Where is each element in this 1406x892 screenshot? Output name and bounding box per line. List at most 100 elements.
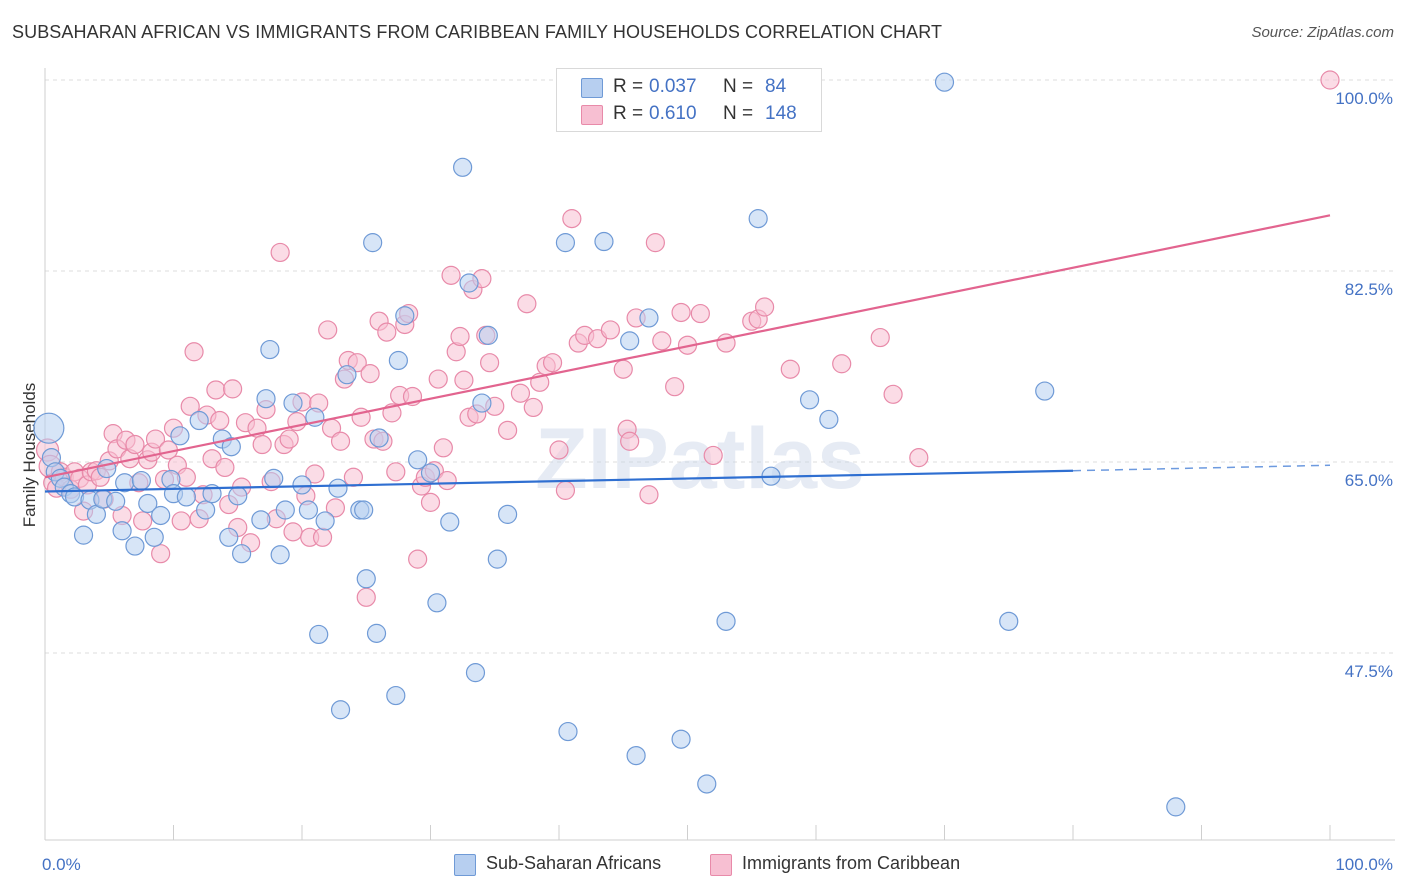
subsaharan-point — [328, 478, 348, 498]
legend-r-value: 0.037 — [649, 76, 697, 97]
x-tick-label: 0.0% — [42, 855, 81, 874]
legend-swatch-blue — [454, 854, 476, 876]
subsaharan-trend-line — [44, 469, 1074, 493]
caribbean-point — [652, 331, 672, 351]
caribbean-point — [437, 470, 457, 491]
caribbean-point — [151, 544, 171, 564]
subsaharan-point — [337, 365, 357, 385]
subsaharan-point — [366, 623, 387, 643]
subsaharan-point — [440, 512, 460, 532]
caribbean-point — [703, 445, 723, 466]
legend-swatch-blue — [581, 78, 603, 98]
subsaharan-point — [1035, 381, 1055, 401]
caribbean-point — [318, 320, 338, 340]
chart-title: SUBSAHARAN AFRICAN VS IMMIGRANTS FROM CA… — [12, 22, 943, 42]
y-tick-label: 100.0% — [1335, 89, 1393, 108]
subsaharan-point — [420, 463, 441, 483]
correlation-legend: R = 0.037 N = 84 R = 0.610 N = 148 — [556, 68, 822, 132]
legend-r-label: R = — [613, 76, 644, 97]
subsaharan-point — [626, 745, 646, 766]
caribbean-point — [498, 420, 518, 440]
caribbean-point — [279, 429, 299, 449]
subsaharan-point — [799, 390, 820, 410]
subsaharan-point — [478, 325, 498, 345]
caribbean-point — [523, 397, 543, 418]
caribbean-point — [312, 527, 333, 547]
gridlines — [45, 79, 1395, 654]
tick-labels: 47.5% 65.0% 82.5% 100.0% 0.0% 100.0% — [42, 89, 1393, 874]
caribbean-point — [480, 353, 500, 373]
caribbean-point — [125, 434, 145, 455]
subsaharan-point — [498, 504, 518, 524]
caribbean-point — [325, 498, 346, 518]
x-tick-label: 100.0% — [1335, 855, 1393, 874]
trend-lines — [44, 214, 1331, 493]
subsaharan-point — [819, 409, 839, 430]
caribbean-point — [252, 434, 272, 455]
subsaharan-points — [33, 72, 1186, 817]
caribbean-point — [542, 353, 563, 373]
subsaharan-point — [144, 527, 164, 547]
legend-r-value: 0.610 — [649, 103, 697, 124]
caribbean-point — [665, 377, 685, 397]
legend-row-subsaharan: R = 0.037 N = 84 — [557, 73, 821, 101]
watermark: ZIPatlas — [535, 411, 865, 507]
legend-n-label: N = — [723, 76, 754, 97]
legend-n-value: 84 — [765, 76, 787, 97]
subsaharan-point — [356, 569, 376, 589]
subsaharan-point — [716, 611, 736, 631]
subsaharan-point — [697, 774, 717, 794]
caribbean-point — [428, 369, 448, 389]
subsaharan-point — [395, 306, 415, 326]
subsaharan-point — [369, 428, 389, 448]
subsaharan-point — [251, 510, 271, 530]
subsaharan-point — [189, 410, 209, 431]
subsaharan-point — [298, 500, 319, 520]
subsaharan-point — [427, 593, 447, 613]
subsaharan-point — [125, 536, 145, 556]
subsaharan-point — [112, 521, 132, 541]
caribbean-point — [215, 457, 235, 478]
caribbean-point — [690, 303, 710, 324]
caribbean-point — [780, 359, 800, 379]
subsaharan-point — [330, 700, 351, 720]
subsaharan-point — [260, 339, 280, 360]
series-legend: Sub-Saharan Africans Immigrants from Car… — [0, 852, 1406, 878]
caribbean-point — [184, 342, 204, 362]
subsaharan-point — [594, 231, 614, 252]
legend-swatch-pink — [581, 105, 603, 125]
subsaharan-point — [639, 308, 659, 328]
subsaharan-trend-extension — [1072, 464, 1331, 472]
caribbean-point — [180, 396, 200, 416]
subsaharan-point — [459, 273, 479, 293]
caribbean-point — [223, 379, 243, 399]
subsaharan-point — [270, 545, 290, 565]
subsaharan-point — [465, 663, 486, 683]
chart-source: Source: ZipAtlas.com — [1251, 24, 1394, 41]
subsaharan-point — [408, 450, 428, 470]
caribbean-point — [206, 380, 226, 400]
y-tick-label: 82.5% — [1345, 280, 1393, 299]
legend-n-value: 148 — [765, 103, 797, 124]
subsaharan-point — [934, 72, 955, 92]
subsaharan-point — [354, 500, 374, 520]
caribbean-point — [145, 429, 166, 449]
subsaharan-point — [363, 233, 383, 253]
subsaharan-point — [388, 350, 408, 371]
caribbean-point — [343, 467, 363, 487]
legend-row-caribbean: R = 0.610 N = 148 — [557, 100, 821, 128]
subsaharan-point — [315, 511, 335, 531]
caribbean-point — [600, 320, 621, 340]
caribbean-point — [330, 431, 351, 451]
legend-n-label: N = — [723, 103, 754, 124]
subsaharan-point — [386, 685, 406, 706]
subsaharan-point — [620, 331, 640, 351]
caribbean-points — [35, 70, 1340, 607]
subsaharan-point — [196, 500, 216, 520]
caribbean-trend-line — [44, 214, 1331, 479]
subsaharan-point — [97, 458, 117, 479]
caribbean-point — [620, 431, 640, 451]
caribbean-point — [356, 587, 376, 607]
caribbean-point — [517, 294, 537, 314]
